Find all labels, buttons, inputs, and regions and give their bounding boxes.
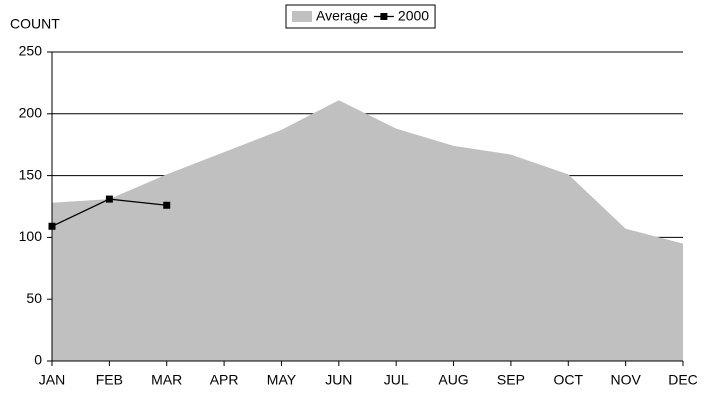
- y-tick-label: 150: [19, 166, 43, 182]
- x-tick-label: DEC: [668, 372, 698, 388]
- x-tick-label: OCT: [553, 372, 583, 388]
- y-axis-label: COUNT: [10, 16, 60, 32]
- y-tick-label: 0: [34, 352, 42, 368]
- y-tick-label: 200: [19, 105, 43, 121]
- legend-label: Average: [316, 8, 368, 24]
- x-tick-label: NOV: [610, 372, 641, 388]
- y-tick-label: 50: [26, 290, 42, 306]
- marker: [163, 201, 171, 209]
- legend: Average 2000: [285, 4, 436, 29]
- legend-box: [285, 4, 436, 29]
- x-tick-label: FEB: [96, 372, 123, 388]
- x-tick-label: APR: [210, 372, 239, 388]
- x-tick-label: SEP: [497, 372, 525, 388]
- x-tick-label: AUG: [438, 372, 468, 388]
- x-tick-label: JUN: [325, 372, 352, 388]
- y-tick-label: 100: [19, 228, 43, 244]
- x-tick-label: MAR: [151, 372, 182, 388]
- x-tick-label: JUL: [384, 372, 409, 388]
- x-tick-label: MAY: [267, 372, 297, 388]
- legend-marker: [380, 13, 388, 20]
- x-tick-label: JAN: [39, 372, 65, 388]
- area: [52, 100, 683, 361]
- marker: [105, 195, 113, 203]
- y-tick-label: 250: [19, 43, 43, 59]
- legend-label: 2000: [398, 8, 429, 24]
- legend-swatch: [292, 11, 312, 22]
